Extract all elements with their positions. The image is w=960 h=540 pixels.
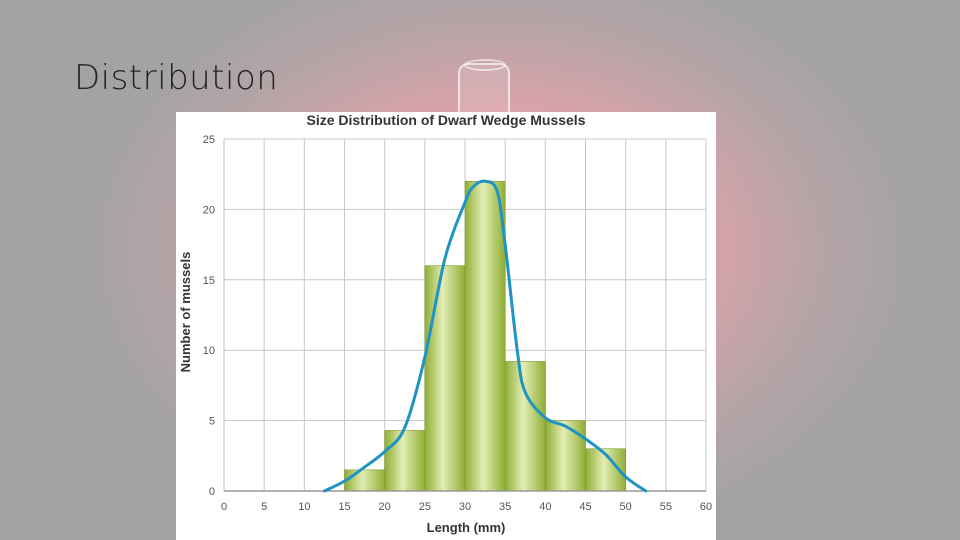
y-tick-label: 0 — [209, 486, 215, 498]
histogram-bar — [384, 430, 426, 492]
x-tick-label: 0 — [221, 501, 227, 513]
grid-lines — [223, 138, 707, 492]
tick-labels: 0 5 10 15 20 25 30 35 40 45 50 55 60 0 5 10 15 20 25 — [203, 134, 712, 513]
x-tick-label: 20 — [379, 501, 391, 513]
test-tube-graphic — [458, 59, 510, 117]
chart-title: Size Distribution of Dwarf Wedge Mussels — [306, 112, 586, 128]
slide-title: Distribution — [74, 58, 279, 98]
x-tick-label: 5 — [261, 501, 267, 513]
x-axis-title: Length (mm) — [427, 520, 506, 535]
histogram-bar — [504, 361, 546, 492]
distribution-curve-layer — [322, 179, 648, 493]
x-tick-label: 50 — [620, 501, 632, 513]
histogram-bar — [545, 420, 586, 492]
histogram-bar — [424, 265, 466, 492]
x-tick-label: 30 — [459, 501, 471, 513]
x-tick-label: 10 — [298, 501, 310, 513]
x-tick-label: 60 — [700, 501, 712, 513]
x-tick-label: 35 — [499, 501, 511, 513]
y-axis-title: Number of mussels — [178, 252, 193, 373]
y-tick-label: 20 — [203, 204, 215, 216]
x-tick-label: 55 — [660, 501, 672, 513]
y-tick-label: 25 — [203, 134, 215, 146]
histogram-bars — [344, 180, 626, 492]
y-tick-label: 15 — [203, 275, 215, 287]
axes — [223, 139, 706, 492]
x-tick-label: 40 — [539, 501, 551, 513]
y-tick-label: 10 — [203, 345, 215, 357]
histogram-bar — [464, 180, 506, 492]
distribution-curve — [322, 179, 648, 493]
x-tick-label: 25 — [419, 501, 431, 513]
x-tick-label: 15 — [338, 501, 350, 513]
histogram-chart: 0 5 10 15 20 25 30 35 40 45 50 55 60 0 5 10 15 20 25 Lengt… — [178, 134, 712, 535]
chart-panel: Size Distribution of Dwarf Wedge Mussels… — [176, 112, 716, 540]
x-tick-label: 45 — [579, 501, 591, 513]
y-tick-label: 5 — [209, 416, 215, 428]
histogram-bar — [344, 469, 385, 492]
